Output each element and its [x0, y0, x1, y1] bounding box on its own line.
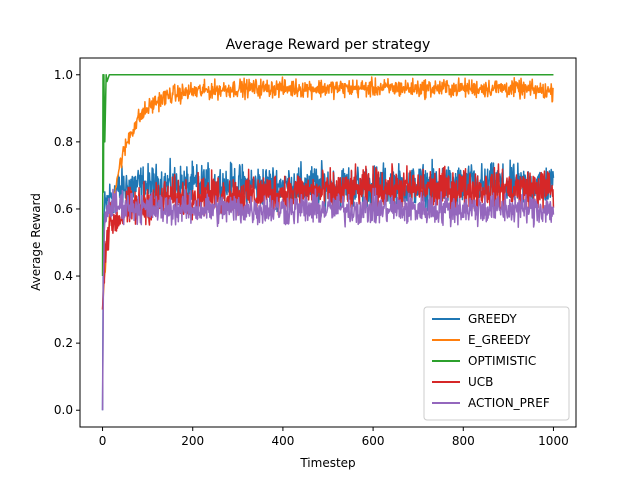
series-line-e-greedy [101, 76, 555, 310]
legend-label: GREEDY [468, 312, 517, 326]
x-tick-label: 0 [99, 434, 107, 448]
series-line-action-pref [101, 187, 555, 411]
legend-label: OPTIMISTIC [468, 354, 536, 368]
x-tick-label: 1000 [538, 434, 569, 448]
legend-label: E_GREEDY [468, 333, 531, 347]
y-tick-label: 0.6 [54, 202, 73, 216]
x-axis-label: Timestep [299, 456, 355, 470]
legend-label: UCB [468, 375, 493, 389]
x-axis: 0 200 400 600 800 1000 [99, 427, 569, 448]
plot-lines [101, 74, 555, 411]
legend-box [423, 306, 570, 421]
plot-frame [79, 57, 577, 428]
x-tick-label: 600 [362, 434, 385, 448]
x-tick-label: 800 [452, 434, 475, 448]
y-tick-label: 0.4 [54, 269, 73, 283]
series-line-optimistic [101, 74, 554, 277]
y-tick-label: 1.0 [54, 68, 73, 82]
legend: GREEDY E_GREEDY OPTIMISTIC UCB ACTION_PREF [423, 306, 570, 421]
y-tick-label: 0.8 [54, 135, 73, 149]
x-tick-label: 400 [271, 434, 294, 448]
y-axis: 0.0 0.2 0.4 0.6 0.8 1.0 [54, 68, 80, 417]
x-tick-label: 200 [181, 434, 204, 448]
y-tick-label: 0.0 [54, 403, 73, 417]
legend-label: ACTION_PREF [468, 396, 550, 410]
y-tick-label: 0.2 [54, 336, 73, 350]
chart-title: Average Reward per strategy [226, 37, 431, 53]
y-axis-label: Average Reward [29, 193, 43, 291]
